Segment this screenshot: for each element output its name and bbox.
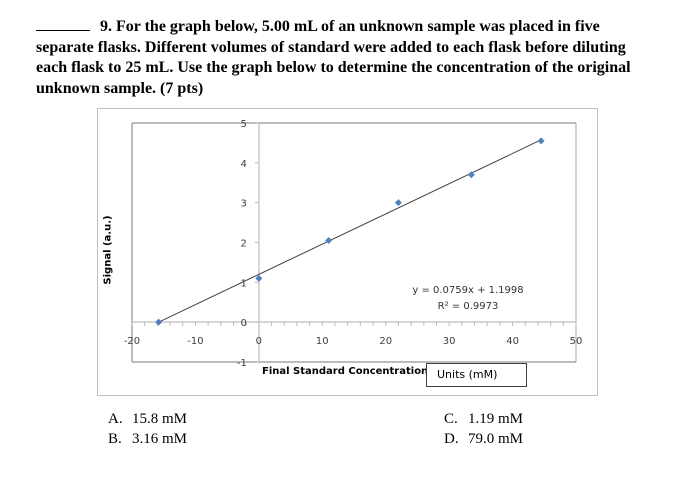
data-point-marker <box>325 237 333 245</box>
choice-a-text: 15.8 mM <box>132 411 188 427</box>
trendline <box>158 139 542 323</box>
y-axis-label: Signal (a.u.) <box>102 215 114 285</box>
question-line-4: unknown sample. (7 pts) <box>36 79 204 97</box>
units-label-box: Units (mM) <box>426 363 527 387</box>
x-tick-label: 0 <box>256 336 262 347</box>
chart-frame <box>97 108 598 396</box>
x-tick-label: 10 <box>316 336 329 347</box>
x-tick-label: -20 <box>124 336 140 347</box>
y-tick-label: 4 <box>240 159 246 170</box>
data-point-marker <box>155 318 163 326</box>
y-axis-ticks: -1 0 1 2 3 4 5 <box>237 119 259 369</box>
choice-c-letter: C. <box>444 411 458 427</box>
r-squared-label: R² = 0.9973 <box>438 301 499 312</box>
choice-c: C. 1.19 mM <box>444 411 523 428</box>
answer-blank <box>36 18 90 31</box>
data-points <box>155 137 545 326</box>
x-axis-label: Final Standard Concentration <box>262 366 429 377</box>
y-tick-label: 0 <box>240 318 246 329</box>
x-tick-label: 20 <box>379 336 392 347</box>
choice-a: A. 15.8 mM <box>108 411 187 428</box>
data-point-marker <box>255 274 263 282</box>
data-point-marker <box>394 199 402 207</box>
data-point-marker <box>467 171 475 179</box>
y-tick-label: -1 <box>237 358 247 369</box>
x-tick-label: 40 <box>506 336 519 347</box>
axes <box>132 123 576 362</box>
choice-c-text: 1.19 mM <box>468 411 524 427</box>
question-line-3: each flask to 25 mL. Use the graph below… <box>36 59 631 76</box>
choice-b-text: 3.16 mM <box>132 431 188 447</box>
y-tick-label: 1 <box>240 278 246 289</box>
choice-d: D. 79.0 mM <box>444 431 523 448</box>
x-tick-label: 30 <box>443 336 456 347</box>
trendline-equation: y = 0.0759x + 1.1998 <box>412 285 523 296</box>
question-line-2: separate flasks. Different volumes of st… <box>36 38 626 56</box>
question-line-1: 9. For the graph below, 5.00 mL of an un… <box>36 17 646 38</box>
choice-b-letter: B. <box>108 431 122 447</box>
choice-d-letter: D. <box>444 431 459 447</box>
data-point-marker <box>537 137 545 145</box>
plot-area <box>131 122 577 363</box>
choice-b: B. 3.16 mM <box>108 431 187 448</box>
choice-d-text: 79.0 mM <box>468 431 524 447</box>
x-tick-label: -10 <box>187 336 203 347</box>
y-tick-label: 5 <box>240 119 246 130</box>
y-tick-label: 3 <box>240 199 246 210</box>
question-line-1-text: 9. For the graph below, 5.00 mL of an un… <box>100 18 600 35</box>
y-tick-label: 2 <box>240 239 246 250</box>
choice-a-letter: A. <box>108 411 123 427</box>
x-tick-label: 50 <box>570 336 583 347</box>
x-axis-ticks: -20 -10 0 10 20 30 40 50 <box>124 322 583 347</box>
question-text: 9. For the graph below, 5.00 mL of an un… <box>36 17 646 99</box>
